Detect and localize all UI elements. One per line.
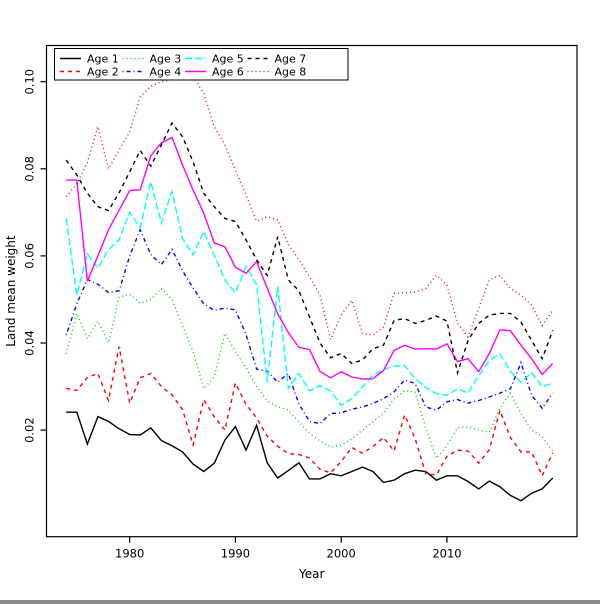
- x-tick-label-1990: 1990: [221, 547, 250, 561]
- y-tick-label-0.08: 0.08: [23, 156, 37, 182]
- series-line-age-7: [65, 121, 554, 376]
- y-tick-label-0.06: 0.06: [23, 243, 37, 269]
- legend-label-age-3: Age 3: [150, 53, 182, 66]
- x-tick-label-1980: 1980: [115, 547, 144, 561]
- x-axis-title: Year: [298, 567, 324, 581]
- series-line-age-4: [65, 227, 554, 425]
- y-tick-label-0.04: 0.04: [23, 330, 37, 356]
- y-tick-label-0.10: 0.10: [23, 69, 37, 95]
- legend-label-age-7: Age 7: [275, 53, 307, 66]
- legend-box: [54, 48, 349, 81]
- legend-label-age-5: Age 5: [212, 53, 244, 66]
- series-line-age-5: [65, 181, 553, 407]
- legend-label-age-2: Age 2: [87, 66, 119, 79]
- plot-border: [45, 44, 578, 538]
- legend-label-age-1: Age 1: [87, 53, 119, 66]
- series-line-age-2: [66, 346, 554, 478]
- x-tick-label-2010: 2010: [432, 547, 461, 561]
- series-line-age-8: [65, 75, 554, 342]
- legend-label-age-8: Age 8: [275, 66, 307, 79]
- y-axis-title: Land mean weight: [4, 235, 18, 347]
- series-line-age-1: [66, 411, 554, 502]
- x-tick-label-2000: 2000: [327, 547, 356, 561]
- y-tick-label-0.02: 0.02: [23, 417, 37, 443]
- legend-label-age-4: Age 4: [150, 66, 182, 79]
- legend-label-age-6: Age 6: [212, 66, 244, 79]
- series-line-age-6: [66, 136, 554, 380]
